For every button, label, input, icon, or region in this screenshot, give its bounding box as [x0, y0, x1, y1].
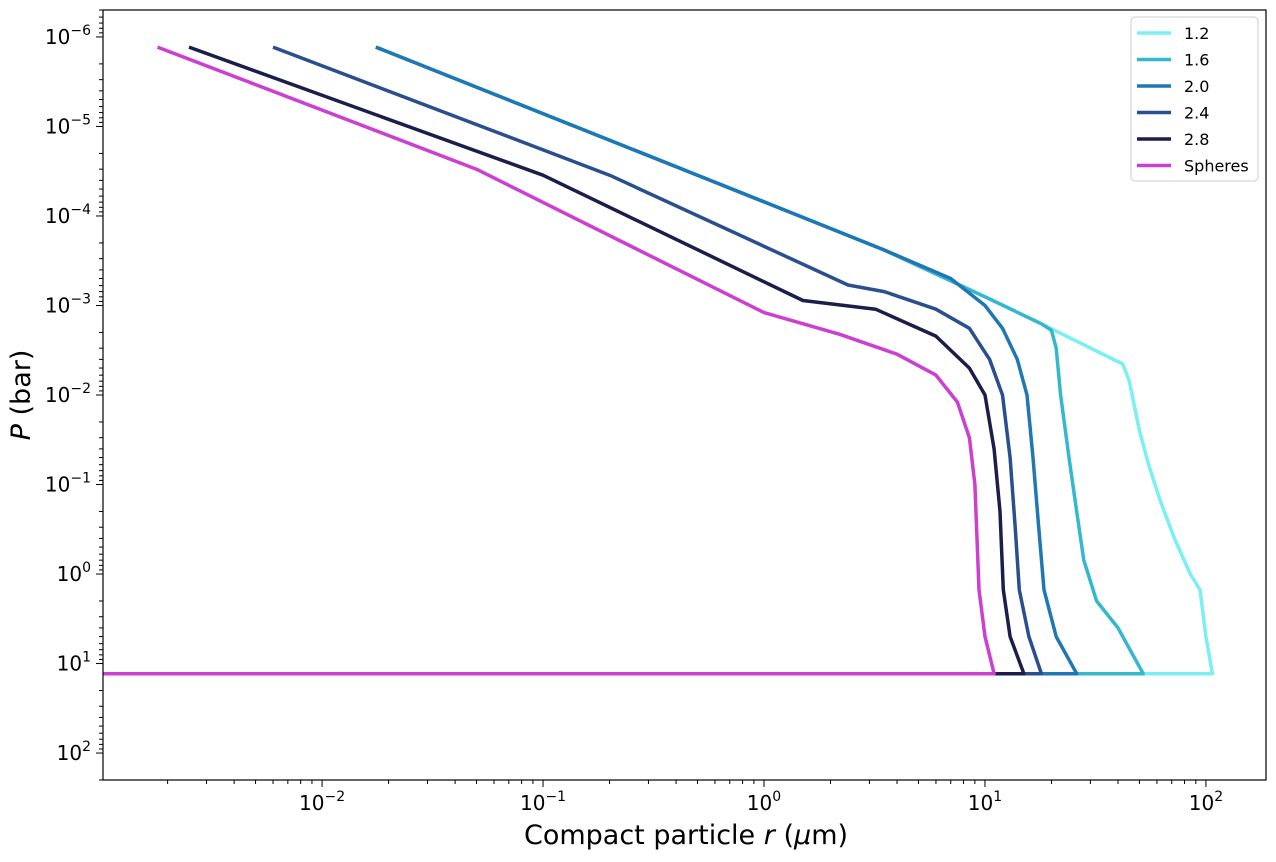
series-line-3 — [272, 45, 1044, 676]
y-tick-label: 100 — [57, 560, 91, 586]
y-tick-label: 10−1 — [45, 471, 91, 497]
legend-items: 1.2 1.6 2.0 2.4 2.8 Spheres — [1137, 24, 1249, 176]
legend-label-5: Spheres — [1184, 157, 1249, 176]
y-tick-label: 10−5 — [45, 112, 91, 138]
legend-label-2: 2.0 — [1184, 77, 1209, 96]
x-tick-label: 101 — [968, 789, 1002, 815]
x-tick-label: 102 — [1189, 789, 1223, 815]
x-tick-label: 100 — [747, 789, 781, 815]
series-layer — [103, 45, 1215, 676]
y-tick-label: 10−2 — [45, 381, 91, 407]
legend-label-1: 1.6 — [1184, 51, 1209, 70]
x-tick-label: 10−2 — [299, 789, 345, 815]
y-tick-label: 10−4 — [45, 202, 91, 228]
series-line-5 — [103, 45, 996, 676]
x-tick-label: 10−1 — [520, 789, 566, 815]
legend-label-0: 1.2 — [1184, 24, 1209, 43]
series-line-2 — [375, 45, 1079, 676]
y-tick-label: 10−3 — [45, 291, 91, 317]
y-axis-title: P (bar) — [6, 350, 37, 441]
legend-label-3: 2.4 — [1184, 104, 1209, 123]
y-tick-label: 101 — [57, 650, 91, 676]
ticks-layer — [96, 9, 1207, 787]
legend: 1.2 1.6 2.0 2.4 2.8 Spheres — [1130, 16, 1259, 182]
legend-label-4: 2.8 — [1184, 130, 1209, 149]
y-tick-label: 102 — [57, 739, 91, 765]
tick-labels-layer: 10−2 10−1 100 101 102 10−6 10−5 10−4 10−3 10−2 10−… — [45, 23, 1223, 815]
y-tick-label: 10−6 — [45, 23, 91, 49]
x-axis-title: Compact particle r (μm) — [524, 820, 848, 851]
series-line-4 — [188, 45, 1026, 676]
